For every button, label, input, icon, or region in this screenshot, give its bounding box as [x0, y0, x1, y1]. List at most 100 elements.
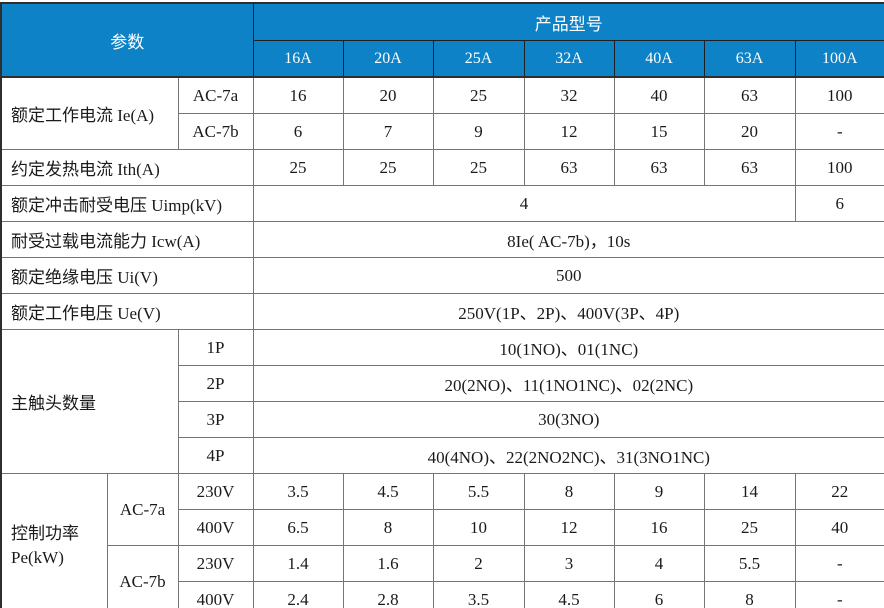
spec-value: 32: [523, 76, 615, 114]
spec-value-4p: 40(4NO)、22(2NO2NC)、31(3NO1NC): [252, 437, 884, 474]
spec-value: 20: [703, 113, 796, 150]
spec-value: 25: [432, 149, 525, 186]
spec-value: 20: [342, 76, 434, 114]
sub-label-400v: 400V: [177, 509, 254, 546]
sub-label-230v: 230V: [177, 473, 254, 510]
spec-value: 8: [703, 581, 796, 608]
model-header-63a: 63A: [703, 40, 796, 78]
spec-value-ui: 500: [252, 257, 884, 294]
pe-label-line2: Pe(kW): [11, 547, 64, 567]
spec-value: 6.5: [252, 509, 344, 546]
sub-label-3p: 3P: [177, 401, 254, 438]
spec-value-icw: 8Ie( AC-7b)，10s: [252, 221, 884, 258]
spec-value: 8: [523, 473, 615, 510]
pe-label-line1: 控制功率: [11, 523, 79, 543]
spec-value: 63: [523, 149, 615, 186]
spec-value: 12: [523, 509, 615, 546]
spec-value: -: [794, 581, 884, 608]
model-header-100a: 100A: [794, 40, 884, 78]
row-pe-ac7b-400v: 400V 2.4 2.8 3.5 4.5 6 8 -: [1, 581, 884, 608]
spec-value: 100: [794, 76, 884, 114]
row-label-contacts: 主触头数量: [0, 329, 179, 474]
spec-value-1p: 10(1NO)、01(1NC): [252, 329, 884, 366]
spec-value: 9: [432, 113, 525, 150]
spec-value: 1.6: [342, 545, 434, 582]
spec-value-2p: 20(2NO)、11(1NO1NC)、02(2NC): [252, 365, 884, 402]
row-pe-ac7b-230v: AC-7b 230V 1.4 1.6 2 3 4 5.5 -: [1, 545, 884, 608]
spec-value: 4: [613, 545, 705, 582]
row-ue: 额定工作电压 Ue(V) 250V(1P、2P)、400V(3P、4P): [0, 293, 884, 330]
model-header-20a: 20A: [342, 40, 434, 78]
row-contacts-1p: 主触头数量 1P 10(1NO)、01(1NC): [0, 329, 884, 474]
row-uimp: 额定冲击耐受电压 Uimp(kV) 4 6: [0, 185, 884, 222]
spec-value: 2.4: [252, 581, 344, 608]
sub-label-230v: 230V: [177, 545, 254, 582]
row-label-ith: 约定发热电流 Ith(A): [0, 149, 254, 186]
spec-value: 63: [703, 76, 796, 114]
spec-value: 12: [523, 113, 615, 150]
spec-value: 14: [703, 473, 796, 510]
spec-value: 2: [432, 545, 525, 582]
row-ie-ac7a: 额定工作电流 Ie(A) AC-7a 16 20 25 32 40 63 100: [0, 76, 884, 150]
spec-value: 1.4: [252, 545, 344, 582]
spec-value: 100: [794, 149, 884, 186]
product-model-header-cell: 产品型号: [252, 2, 884, 41]
row-ie-ac7b: AC-7b 6 7 9 12 15 20 -: [1, 113, 884, 150]
model-header-40a: 40A: [613, 40, 705, 78]
row-ui: 额定绝缘电压 Ui(V) 500: [0, 257, 884, 294]
spec-value: 5.5: [432, 473, 525, 510]
spec-value-3p: 30(3NO): [252, 401, 884, 438]
spec-value: 40: [794, 509, 884, 546]
spec-value: 4.5: [342, 473, 434, 510]
spec-value: 16: [252, 76, 344, 114]
sub-label-ac7b: AC-7b: [177, 113, 254, 150]
model-header-25a: 25A: [432, 40, 525, 78]
row-label-ue: 额定工作电压 Ue(V): [0, 293, 254, 330]
spec-value: 40: [613, 76, 705, 114]
spec-value-uimp-main: 4: [252, 185, 796, 222]
sub-label-1p: 1P: [177, 329, 254, 366]
spec-value: -: [794, 545, 884, 582]
spec-value: 9: [613, 473, 705, 510]
spec-value: 3.5: [432, 581, 525, 608]
row-contacts-4p: 4P 40(4NO)、22(2NO2NC)、31(3NO1NC): [1, 437, 884, 474]
spec-value: 25: [703, 509, 796, 546]
spec-value: 63: [613, 149, 705, 186]
spec-value: 6: [252, 113, 344, 150]
spec-value-uimp-100a: 6: [794, 185, 884, 222]
spec-value: 63: [703, 149, 796, 186]
spec-value: 25: [342, 149, 434, 186]
spec-value: 6: [613, 581, 705, 608]
sub-label-ac7a: AC-7a: [177, 76, 254, 114]
sub-label-2p: 2P: [177, 365, 254, 402]
row-label-icw: 耐受过载电流能力 Icw(A): [0, 221, 254, 258]
spec-value: 7: [342, 113, 434, 150]
spec-value: -: [794, 113, 884, 150]
spec-value: 25: [432, 76, 525, 114]
row-label-ui: 额定绝缘电压 Ui(V): [0, 257, 254, 294]
spec-value: 16: [613, 509, 705, 546]
row-icw: 耐受过载电流能力 Icw(A) 8Ie( AC-7b)，10s: [0, 221, 884, 258]
sub-label-pe-ac7a: AC-7a: [106, 473, 179, 546]
row-contacts-2p: 2P 20(2NO)、11(1NO1NC)、02(2NC): [1, 365, 884, 402]
sub-label-4p: 4P: [177, 437, 254, 474]
row-ith: 约定发热电流 Ith(A) 25 25 25 63 63 63 100: [0, 149, 884, 186]
spec-value: 4.5: [523, 581, 615, 608]
spec-value: 3: [523, 545, 615, 582]
row-pe-ac7a-230v: 控制功率 Pe(kW) AC-7a 230V 3.5 4.5 5.5 8 9 1…: [0, 473, 884, 608]
row-label-uimp: 额定冲击耐受电压 Uimp(kV): [0, 185, 254, 222]
spec-value: 2.8: [342, 581, 434, 608]
params-header-cell: 参数: [0, 2, 254, 78]
spec-value: 25: [252, 149, 344, 186]
spec-value: 8: [342, 509, 434, 546]
spec-value: 3.5: [252, 473, 344, 510]
spec-value: 15: [613, 113, 705, 150]
spec-value: 10: [432, 509, 525, 546]
sub-label-pe-ac7b: AC-7b: [106, 545, 179, 608]
model-header-16a: 16A: [252, 40, 344, 78]
model-header-32a: 32A: [523, 40, 615, 78]
row-label-pe: 控制功率 Pe(kW): [0, 473, 108, 608]
spec-value-ue: 250V(1P、2P)、400V(3P、4P): [252, 293, 884, 330]
